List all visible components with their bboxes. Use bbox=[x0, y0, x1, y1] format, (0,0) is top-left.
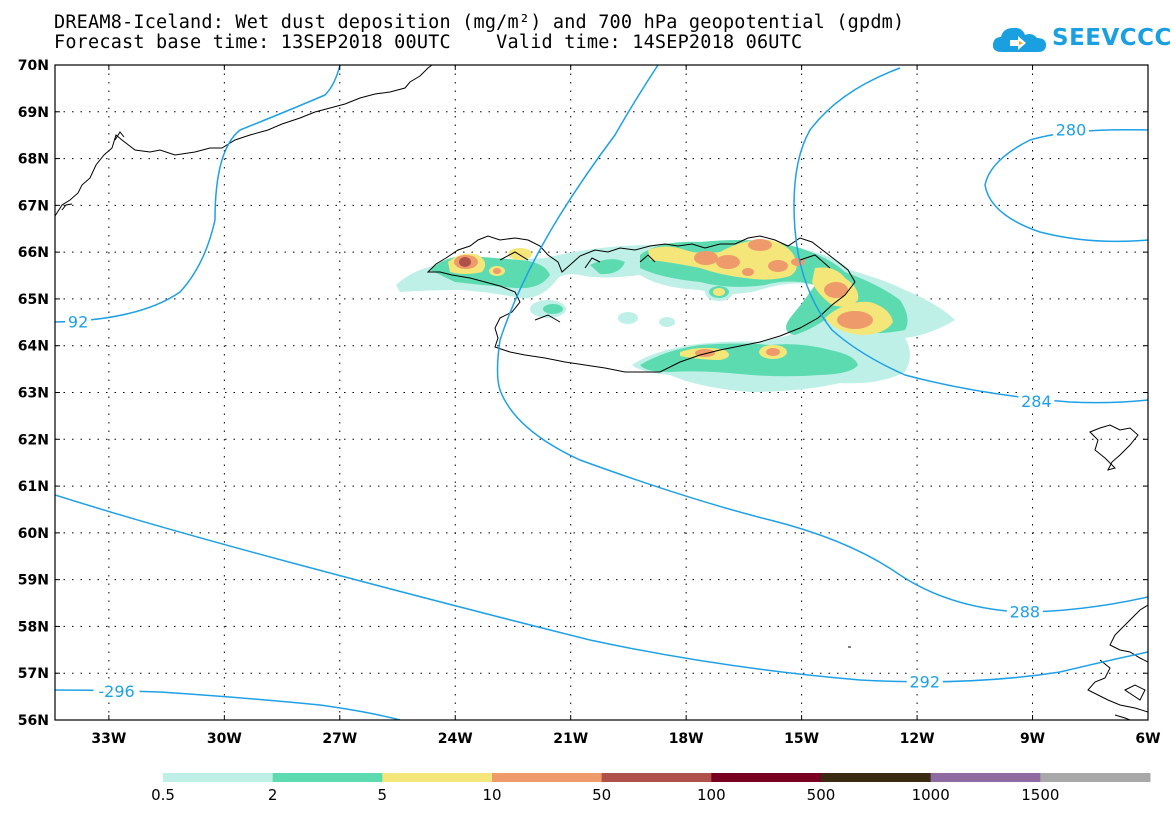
lon-label: 24W bbox=[438, 731, 473, 747]
forecast-times: Forecast base time: 13SEP2018 00UTC Vali… bbox=[54, 32, 803, 53]
colorbar-label: 50 bbox=[592, 786, 611, 804]
lat-label: 62N bbox=[18, 432, 49, 448]
lat-label: 66N bbox=[18, 245, 49, 261]
greenland-coast bbox=[55, 65, 433, 217]
colorbar-swatch bbox=[163, 773, 274, 782]
contour-label-bg bbox=[1006, 602, 1043, 621]
contour-label: 280 bbox=[1056, 121, 1087, 140]
contour-label-bg bbox=[65, 312, 92, 331]
colorbar-swatch bbox=[272, 773, 383, 782]
lon-label: 27W bbox=[322, 731, 357, 747]
axis-ticks bbox=[55, 64, 1149, 721]
lat-label: 59N bbox=[18, 573, 49, 589]
colorbar-swatch bbox=[492, 773, 603, 782]
colorbar-label: 0.5 bbox=[151, 786, 175, 804]
colorbar-swatch bbox=[711, 773, 822, 782]
longitude-labels: 33W 30W 27W 24W 21W 18W 15W 12W 9W 6W bbox=[91, 731, 1160, 747]
lon-label: 21W bbox=[553, 731, 588, 747]
colorbar-label: 2 bbox=[268, 786, 278, 804]
contour-label: 284 bbox=[1021, 392, 1052, 411]
lat-label: 65N bbox=[18, 292, 49, 308]
colorbar-swatch bbox=[821, 773, 932, 782]
lat-label: 68N bbox=[18, 152, 49, 168]
colorbar-label: 100 bbox=[697, 786, 726, 804]
colorbar: 0.5 2 5 10 50 100 500 1000 1500 bbox=[151, 773, 1151, 804]
colorbar-swatch bbox=[1040, 773, 1151, 782]
contour-288 bbox=[496, 65, 1148, 613]
contour-label: -296 bbox=[98, 682, 134, 701]
lat-label: 63N bbox=[18, 386, 49, 402]
contour-284-east bbox=[793, 67, 1148, 404]
cloud-icon bbox=[992, 27, 1046, 52]
contour-label-bg bbox=[1053, 120, 1090, 139]
dust-band-10 bbox=[454, 239, 873, 357]
dust-band-50 bbox=[459, 257, 471, 267]
contour-label: 292 bbox=[910, 673, 941, 692]
lon-label: 6W bbox=[1135, 731, 1160, 747]
logo-text: SEEVCCC bbox=[1052, 25, 1172, 51]
contour-label-bg bbox=[93, 681, 140, 700]
lon-label: 33W bbox=[91, 731, 126, 747]
lon-label: 9W bbox=[1020, 731, 1045, 747]
lat-label: 67N bbox=[18, 198, 49, 214]
lon-label: 12W bbox=[900, 731, 935, 747]
lat-label: 70N bbox=[18, 58, 49, 74]
lat-label: 58N bbox=[18, 619, 49, 635]
graticule bbox=[55, 65, 1148, 720]
contour-label: 92 bbox=[68, 312, 88, 331]
lon-label: 18W bbox=[669, 731, 704, 747]
latitude-labels: 70N 69N 68N 67N 66N 65N 64N 63N 62N 61N 60N 59N 58N 5… bbox=[18, 58, 49, 729]
colorbar-label: 5 bbox=[378, 786, 388, 804]
contour-label-bg bbox=[1018, 391, 1055, 410]
colorbar-label: 1500 bbox=[1021, 786, 1059, 804]
colorbar-swatch bbox=[930, 773, 1041, 782]
contour-292 bbox=[55, 494, 1148, 683]
contour-label: 288 bbox=[1010, 602, 1041, 621]
lon-label: 15W bbox=[784, 731, 819, 747]
lat-label: 64N bbox=[18, 339, 49, 355]
lat-label: 69N bbox=[18, 105, 49, 121]
contour-280 bbox=[984, 128, 1148, 243]
map-title: DREAM8-Iceland: Wet dust deposition (mg/… bbox=[54, 12, 905, 33]
lat-label: 61N bbox=[18, 479, 49, 495]
colorbar-label: 1000 bbox=[912, 786, 950, 804]
lat-label: 60N bbox=[18, 526, 49, 542]
colorbar-label: 10 bbox=[482, 786, 501, 804]
colorbar-swatch bbox=[382, 773, 493, 782]
contour-label-bg bbox=[906, 672, 943, 691]
geopotential-contours bbox=[55, 65, 1148, 720]
colorbar-label: 500 bbox=[807, 786, 836, 804]
faroe-islands bbox=[1089, 424, 1139, 471]
lat-label: 57N bbox=[18, 666, 49, 682]
colorbar-swatch bbox=[601, 773, 712, 782]
seevccc-logo: SEEVCCC bbox=[990, 22, 1171, 56]
lat-label: 56N bbox=[18, 713, 49, 729]
dust-deposition-layer bbox=[396, 239, 955, 392]
contour-284-west bbox=[55, 65, 341, 323]
contour-labels: 280 284 288 292 -296 92 bbox=[65, 120, 1090, 701]
iceland-coast bbox=[426, 235, 856, 373]
coastlines bbox=[55, 65, 1148, 720]
lon-label: 30W bbox=[207, 731, 242, 747]
